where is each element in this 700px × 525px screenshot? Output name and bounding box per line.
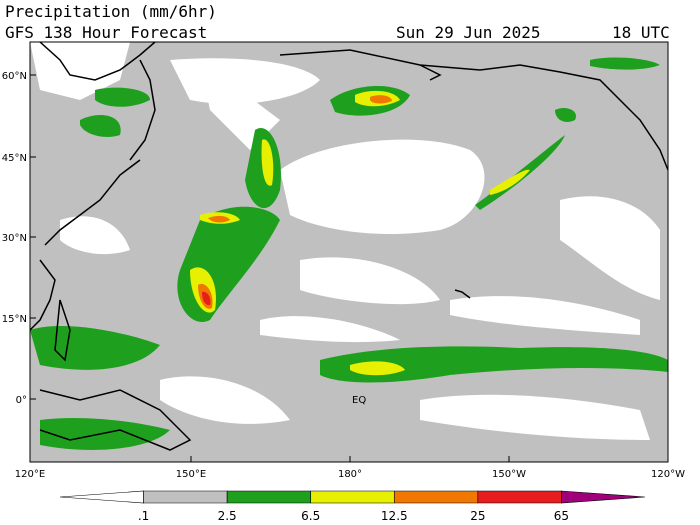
colorbar-label: .1 xyxy=(138,509,149,523)
colorbar: .1 2.5 6.5 12.5 25 65 xyxy=(59,490,646,523)
colorbar-label: 25 xyxy=(470,509,485,523)
colorbar-label: 12.5 xyxy=(381,509,408,523)
equator-label: EQ xyxy=(352,395,366,406)
lon-label: 150°E xyxy=(176,469,206,480)
lon-label: 180° xyxy=(338,469,362,480)
colorbar-label: 2.5 xyxy=(218,509,237,523)
coastlines xyxy=(30,42,668,451)
lon-label: 150°W xyxy=(492,469,526,480)
lat-label: 45°N xyxy=(2,153,27,164)
date: Sun 29 Jun 2025 xyxy=(396,23,541,42)
lat-label: 30°N xyxy=(2,233,27,244)
colorbar-segment xyxy=(477,490,562,504)
time: 18 UTC xyxy=(612,23,670,42)
lat-label: 15°N xyxy=(2,314,27,325)
colorbar-segment xyxy=(561,490,646,504)
lon-label: 120°E xyxy=(15,469,45,480)
colorbar-label: 6.5 xyxy=(301,509,320,523)
lat-label: 0° xyxy=(16,395,27,406)
colorbar-segment xyxy=(226,490,312,504)
map-frame xyxy=(29,41,669,463)
colorbar-segment xyxy=(310,490,395,504)
subtitle: GFS 138 Hour Forecast xyxy=(5,23,207,42)
colorbar-label: 65 xyxy=(554,509,569,523)
colorbar-segment xyxy=(393,490,479,504)
title: Precipitation (mm/6hr) xyxy=(5,2,217,21)
colorbar-segment xyxy=(143,490,228,504)
rain-extreme xyxy=(202,291,211,306)
lat-label: 60°N xyxy=(2,71,27,82)
colorbar-segment xyxy=(59,490,144,504)
map xyxy=(30,42,668,462)
lon-label: 120°W xyxy=(651,469,685,480)
